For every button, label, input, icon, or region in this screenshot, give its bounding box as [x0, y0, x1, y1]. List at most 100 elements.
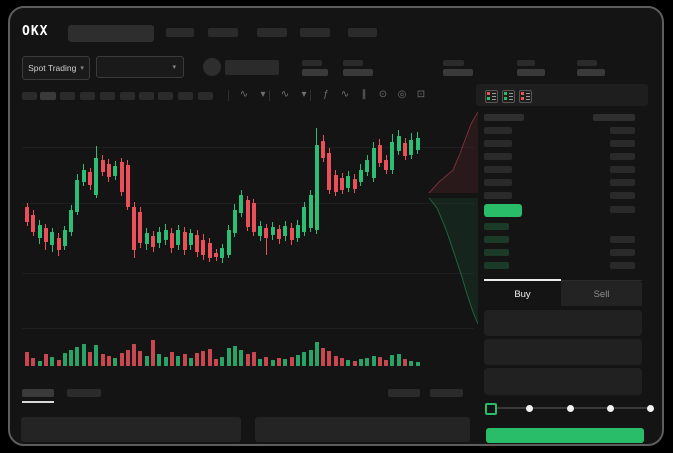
timeframe-chip[interactable] [178, 92, 193, 100]
candle-body [138, 212, 143, 244]
tab-sell[interactable]: Sell [593, 289, 610, 300]
timeframe-chip[interactable] [158, 92, 173, 100]
search-input[interactable] [68, 25, 154, 42]
camera-icon[interactable]: ⊙ [378, 89, 388, 100]
coin-avatar [203, 58, 221, 76]
volume-bar [88, 352, 92, 366]
volume-bar [289, 357, 294, 366]
volume-bar [258, 359, 263, 366]
pair-selector-dropdown[interactable]: ▾ [96, 56, 184, 78]
bottom-tab-active[interactable] [22, 389, 54, 397]
device-frame: OKX Spot Trading ▾ ▾ [8, 6, 664, 446]
volume-bar [352, 361, 357, 366]
bid-price-placeholder[interactable] [484, 223, 509, 230]
timeframe-chip[interactable] [100, 92, 115, 100]
slider-stop-dot[interactable] [525, 404, 533, 412]
book-bids-icon[interactable] [502, 90, 515, 103]
settings-icon[interactable]: ◎ [397, 89, 407, 100]
candle-body [226, 229, 231, 255]
candle-body [232, 210, 237, 233]
candle-body [207, 243, 212, 259]
slider-stop-dot[interactable] [646, 404, 654, 412]
candle-body [295, 225, 300, 239]
stat-label-placeholder [517, 60, 535, 66]
ask-price-placeholder[interactable] [484, 153, 512, 160]
bid-price-placeholder[interactable] [484, 236, 509, 243]
volume-bar [62, 353, 67, 366]
timeframe-chip[interactable] [198, 92, 213, 100]
timeframe-chip[interactable] [139, 92, 154, 100]
total-input-placeholder[interactable] [484, 368, 642, 395]
volume-bar [75, 347, 80, 366]
chevron-down-icon[interactable]: ▾ [301, 89, 307, 100]
candle-body [390, 141, 395, 171]
compare-icon[interactable]: ∿ [280, 89, 290, 100]
candle-body [100, 159, 105, 172]
toolbar-divider [269, 90, 270, 101]
bid-price-placeholder[interactable] [484, 262, 509, 269]
timeframe-chip[interactable] [120, 92, 135, 100]
nav-item-placeholder[interactable] [348, 28, 377, 37]
volume-bar [377, 357, 382, 366]
stat-label-placeholder [577, 60, 597, 66]
volume-bar [283, 359, 288, 366]
volume-bar [371, 356, 376, 366]
nav-item-placeholder[interactable] [166, 28, 194, 37]
percent-slider-handle[interactable] [485, 403, 497, 415]
bottom-tab[interactable] [67, 389, 101, 397]
volume-bar [195, 353, 200, 366]
slider-stop-dot[interactable] [566, 404, 574, 412]
amount-placeholder [610, 206, 635, 213]
tab-buy[interactable]: Buy [514, 289, 531, 300]
candle-body [75, 180, 80, 213]
trade-tabs-divider [484, 280, 642, 281]
bottom-action-placeholder[interactable] [430, 389, 463, 397]
amount-placeholder [610, 179, 635, 186]
line-chart-icon[interactable]: ∿ [239, 89, 249, 100]
indicators-icon[interactable]: ƒ [323, 89, 329, 100]
nav-item-placeholder[interactable] [257, 28, 287, 37]
volume-bar [169, 352, 174, 366]
candle-body [125, 165, 130, 207]
bottom-action-placeholder[interactable] [388, 389, 420, 397]
candle-body [214, 253, 218, 257]
candle-body [358, 170, 363, 182]
ask-price-placeholder[interactable] [484, 127, 512, 134]
buy-submit-button[interactable] [486, 428, 644, 443]
ask-price-placeholder[interactable] [484, 140, 512, 147]
tab-sell-bg[interactable] [561, 281, 642, 306]
timeframe-chip[interactable] [80, 92, 95, 100]
market-type-selector[interactable]: Spot Trading ▾ [22, 56, 90, 80]
ask-price-placeholder[interactable] [484, 179, 512, 186]
slider-stop-dot[interactable] [606, 404, 614, 412]
ask-price-placeholder[interactable] [484, 192, 512, 199]
toolbar-divider [310, 90, 311, 101]
volume-bar [94, 345, 99, 366]
chart-gridline [22, 147, 474, 148]
bid-price-placeholder[interactable] [484, 249, 509, 256]
fullscreen-icon[interactable]: ⊡ [416, 89, 426, 100]
chevron-down-icon[interactable]: ▾ [260, 89, 266, 100]
amount-input-placeholder[interactable] [484, 339, 642, 365]
timeframe-chip[interactable] [60, 92, 75, 100]
bottom-panel-placeholder [255, 417, 470, 442]
timeframe-chip-active[interactable] [40, 92, 56, 100]
overlay-icon[interactable]: ∿ [340, 89, 350, 100]
candle-body [277, 229, 281, 239]
price-input-placeholder[interactable] [484, 310, 642, 336]
timeframe-chip[interactable] [22, 92, 37, 100]
last-price-bar[interactable] [484, 204, 522, 217]
nav-item-placeholder[interactable] [300, 28, 330, 37]
drawing-tools-icon[interactable]: ∥ [361, 89, 367, 100]
market-type-label: Spot Trading [28, 63, 77, 73]
book-asks-icon[interactable] [519, 90, 532, 103]
nav-item-placeholder[interactable] [208, 28, 238, 37]
candle-body [327, 152, 332, 191]
volume-bar [138, 351, 143, 366]
ask-price-placeholder[interactable] [484, 166, 512, 173]
volume-bar [327, 351, 332, 366]
bottom-tab-underline [22, 401, 54, 403]
volume-bar [232, 346, 237, 366]
book-all-icon[interactable] [485, 90, 498, 103]
candle-body [31, 214, 36, 233]
